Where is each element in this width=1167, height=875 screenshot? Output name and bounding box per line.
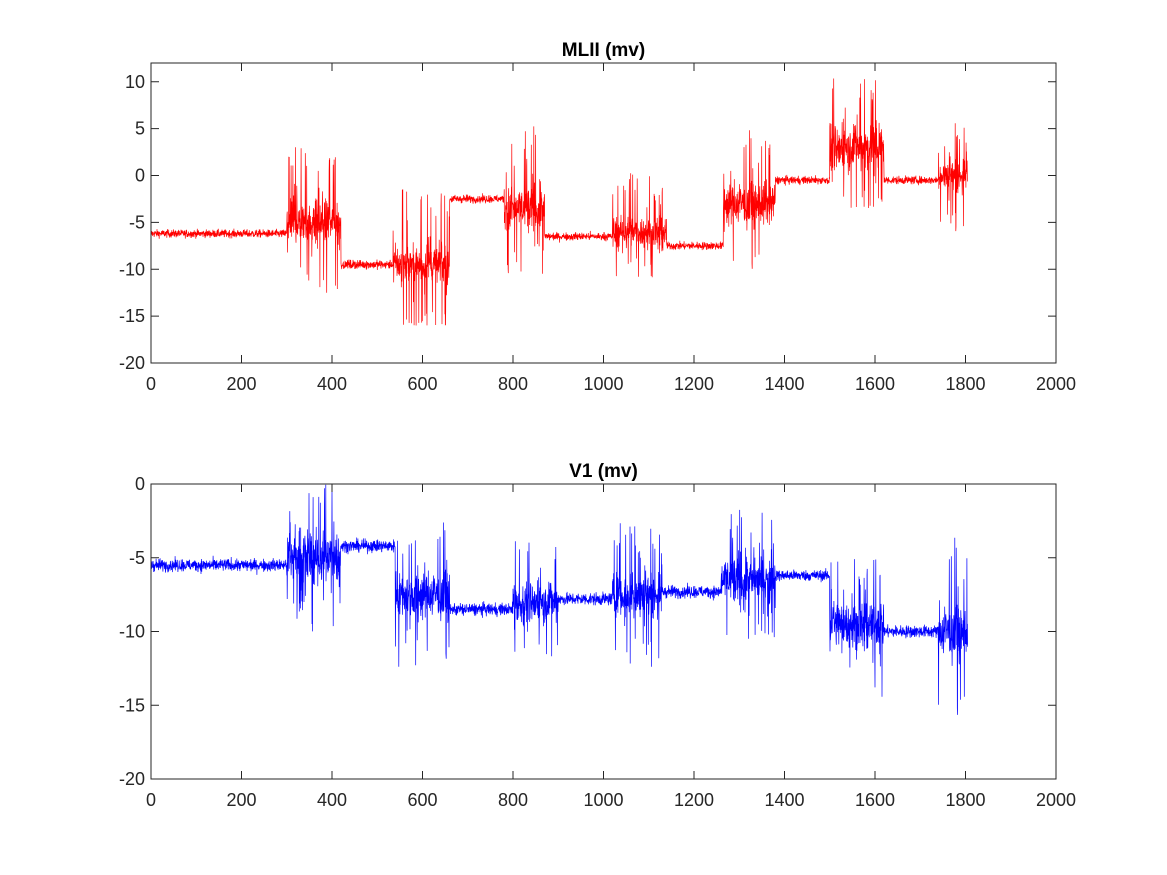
y-tick-label: -10 bbox=[119, 259, 145, 279]
x-tick-label: 1600 bbox=[855, 374, 895, 394]
x-tick-label: 1000 bbox=[583, 790, 623, 810]
chart-title: MLII (mv) bbox=[562, 40, 645, 61]
x-tick-label: 600 bbox=[407, 790, 437, 810]
chart-title: V1 (mv) bbox=[569, 461, 638, 482]
signal-trace bbox=[151, 78, 968, 326]
x-tick-label: 400 bbox=[317, 790, 347, 810]
bottom-plot-v1: V1 (mv) 0 200 400 600 800 1000 1200 1400 1600 1800… bbox=[119, 461, 1076, 810]
x-tick-label: 1800 bbox=[945, 790, 985, 810]
y-tick-label: -5 bbox=[129, 548, 145, 568]
y-tick-label: -5 bbox=[129, 212, 145, 232]
y-tick-label: -20 bbox=[119, 353, 145, 373]
x-tick-label: 2000 bbox=[1036, 374, 1076, 394]
x-tick-label: 600 bbox=[407, 374, 437, 394]
y-tick-label: -10 bbox=[119, 622, 145, 642]
x-tick-label: 0 bbox=[146, 790, 156, 810]
x-tick-label: 400 bbox=[317, 374, 347, 394]
x-tick-label: 1400 bbox=[764, 790, 804, 810]
x-tick-label: 800 bbox=[498, 374, 528, 394]
y-tick-label: -20 bbox=[119, 769, 145, 789]
y-tick-label: -15 bbox=[119, 306, 145, 326]
y-tick-label: 5 bbox=[135, 119, 145, 139]
x-tick-label: 1600 bbox=[855, 790, 895, 810]
x-tick-label: 200 bbox=[226, 790, 256, 810]
x-tick-label: 200 bbox=[226, 374, 256, 394]
y-tick-label: 0 bbox=[135, 166, 145, 186]
x-tick-label: 800 bbox=[498, 790, 528, 810]
x-tick-label: 1400 bbox=[764, 374, 804, 394]
x-tick-label: 1800 bbox=[945, 374, 985, 394]
top-plot-mlii: MLII (mv) 0 200 400 600 800 1000 1200 1400 1600 18… bbox=[119, 40, 1076, 394]
x-tick-label: 0 bbox=[146, 374, 156, 394]
x-tick-label: 1200 bbox=[674, 790, 714, 810]
y-tick-label: 0 bbox=[135, 474, 145, 494]
y-tick-label: 10 bbox=[125, 72, 145, 92]
x-tick-label: 2000 bbox=[1036, 790, 1076, 810]
y-tick-label: -15 bbox=[119, 695, 145, 715]
signal-trace bbox=[151, 484, 968, 715]
x-tick-label: 1000 bbox=[583, 374, 623, 394]
x-tick-label: 1200 bbox=[674, 374, 714, 394]
